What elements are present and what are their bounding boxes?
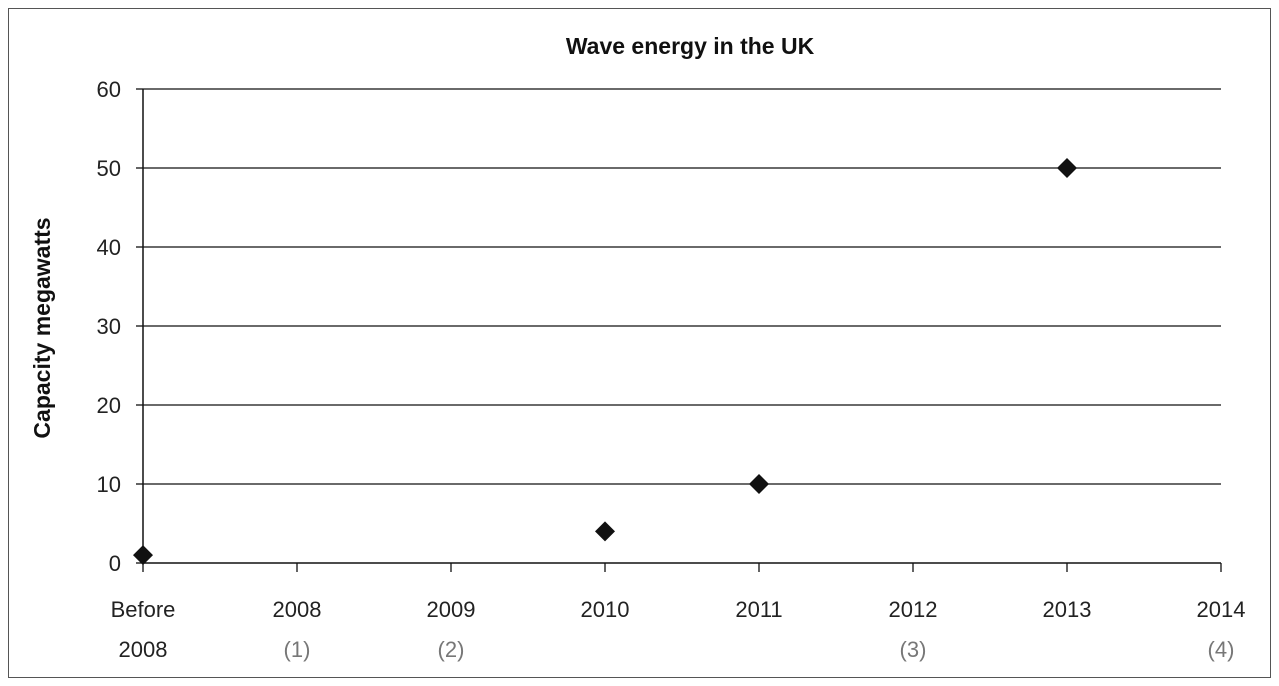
x-tick-label: 2014: [1197, 597, 1246, 622]
y-tick-label: 40: [97, 235, 121, 260]
x-tick-footnote: (4): [1208, 637, 1235, 662]
x-tick-label: 2010: [581, 597, 630, 622]
x-tick-label: 2008: [273, 597, 322, 622]
data-point-diamond: [595, 521, 615, 542]
x-tick-label: 2012: [889, 597, 938, 622]
data-point-diamond: [1057, 158, 1077, 178]
x-tick-labels: Before 2008 2008 (1) 2009 (2) 2010 2011 2012 (3) 2…: [111, 597, 1246, 662]
y-tick-label: 60: [97, 77, 121, 102]
y-axis-label: Capacity megawatts: [29, 217, 55, 438]
x-tick-label: 2011: [735, 597, 782, 622]
x-tick-footnote: (3): [900, 637, 927, 662]
x-tick-footnote: (1): [284, 637, 311, 662]
gridlines: [143, 88, 1221, 485]
y-tick-label: 50: [97, 156, 121, 181]
data-point-diamond: [133, 545, 153, 566]
data-points: [133, 158, 1077, 566]
data-point-diamond: [749, 474, 769, 494]
x-tick-label-line2: 2008: [119, 637, 168, 662]
y-tick-labels: 0 10 20 30 40 50 60: [97, 77, 121, 576]
x-tick-label: 2009: [427, 597, 476, 622]
x-tick-label: 2013: [1043, 597, 1092, 622]
y-tick-label: 20: [97, 393, 121, 418]
chart-title: Wave energy in the UK: [566, 33, 815, 59]
chart-frame: [8, 8, 1271, 678]
axes: [136, 88, 1222, 572]
x-tick-label: Before: [111, 597, 176, 622]
y-tick-label: 10: [97, 472, 121, 497]
y-tick-label: 30: [97, 314, 121, 339]
x-tick-footnote: (2): [438, 637, 465, 662]
y-tick-label: 0: [109, 551, 121, 576]
